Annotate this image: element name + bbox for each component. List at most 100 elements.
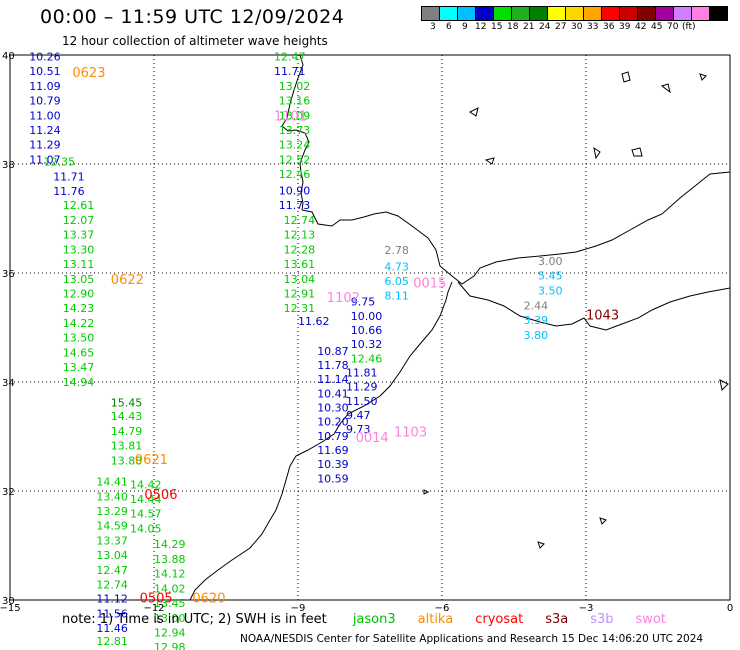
satellite-legend: jason3 altika cryosat s3a s3b swot (331, 612, 666, 627)
wave-height-value: 14.22 (63, 317, 95, 330)
wave-height-value: 11.00 (29, 109, 61, 122)
map-subtitle: 12 hour collection of altimeter wave hei… (62, 34, 328, 48)
wave-height-value: 10.20 (317, 416, 349, 429)
wave-height-value: 14.65 (63, 346, 95, 359)
wave-height-value: 10.51 (29, 65, 61, 78)
lon-tick-label: −15 (0, 603, 21, 614)
wave-height-value: 2.44 (524, 300, 549, 313)
wave-height-value: 14.42 (130, 478, 162, 491)
wave-height-value: 4.73 (384, 260, 409, 273)
color-scale-label: 21 (523, 22, 535, 32)
wave-height-value: 14.02 (154, 582, 186, 595)
coastline (189, 54, 731, 601)
wave-height-value: 11.81 (346, 367, 378, 380)
wave-height-value: 11.14 (317, 373, 349, 386)
color-scale-label: 33 (587, 22, 599, 32)
wave-height-value: 13.09 (279, 109, 311, 122)
wave-height-value: 12.90 (63, 288, 95, 301)
color-scale-unit: (ft) (682, 22, 696, 32)
wave-height-value: 14.57 (130, 508, 162, 521)
pass-time-label: 0014 (356, 431, 389, 446)
wave-height-value: 13.88 (111, 454, 143, 467)
color-scale-label: 70 (667, 22, 679, 32)
color-scale-label: 9 (462, 22, 468, 32)
satellite-legend-item: s3a (545, 612, 569, 627)
wave-height-value: 12.46 (279, 168, 311, 181)
wave-height-value: 3.39 (524, 314, 549, 327)
wave-height-value: 11.73 (279, 199, 311, 212)
lon-tick-label: −3 (579, 603, 594, 614)
pass-time-label: 1101 (274, 109, 307, 124)
wave-height-value: 10.32 (351, 338, 383, 351)
wave-height-value: 13.11 (63, 258, 95, 271)
wave-height-value: 13.45 (154, 597, 186, 610)
wave-height-value: 10.66 (351, 324, 383, 337)
island (660, 83, 671, 94)
wave-height-value: 11.12 (96, 593, 128, 606)
wave-height-value: 12.74 (96, 579, 128, 592)
color-scale-label: 45 (651, 22, 663, 32)
portugal-coast (281, 54, 310, 211)
lat-tick-label: 30 (2, 596, 15, 607)
pass-time-label: 0505 (140, 592, 173, 607)
wave-height-value: 13.00 (154, 612, 186, 625)
wave-height-value: 13.05 (63, 273, 95, 286)
wave-height-value: 14.59 (96, 520, 128, 533)
island (469, 107, 479, 117)
lon-tick-label: −9 (291, 603, 306, 614)
wave-height-value: 2.78 (384, 244, 409, 257)
wave-height-value: 11.29 (346, 381, 378, 394)
wave-height-value: 13.81 (111, 440, 143, 453)
map-frame (9, 54, 731, 601)
wave-height-value: 14.12 (154, 568, 186, 581)
wave-height-value: 12.35 (44, 156, 76, 169)
island (537, 541, 545, 549)
wave-height-values: 10.2610.5111.0910.7911.0011.2411.2911.07… (29, 50, 562, 650)
wave-height-value: 13.37 (96, 534, 128, 547)
africa-coast (189, 281, 453, 601)
color-scale-label: 18 (507, 22, 519, 32)
wave-height-value: 10.30 (317, 401, 349, 414)
wave-height-value: 11.69 (317, 444, 349, 457)
wave-height-value: 13.16 (279, 95, 311, 108)
color-scale-label: 6 (446, 22, 452, 32)
wave-height-value: 13.04 (96, 549, 128, 562)
satellite-legend-item: swot (635, 612, 666, 627)
wave-height-value: 5.45 (538, 270, 563, 283)
color-scale-label: 42 (635, 22, 647, 32)
satellite-legend-item: altika (417, 612, 454, 627)
lat-tick-label: 40 (2, 51, 15, 62)
wave-height-value: 14.29 (154, 538, 186, 551)
wave-height-value: 10.79 (29, 95, 61, 108)
wave-height-value: 10.00 (351, 310, 383, 323)
color-scale-label: 15 (491, 22, 503, 32)
lat-tick-label: 36 (2, 269, 15, 280)
pass-time-label: 0620 (192, 592, 225, 607)
wave-height-value: 11.76 (53, 185, 84, 198)
wave-height-value: 15.45 (111, 397, 143, 410)
pass-time-label: 0621 (135, 453, 168, 468)
pass-time-label: 0015 (413, 277, 446, 292)
pass-time-label: 0623 (72, 66, 105, 81)
island (599, 517, 607, 525)
color-scale-label: 36 (603, 22, 615, 32)
iberia-south-coast (301, 171, 731, 285)
wave-height-value: 12.47 (274, 50, 306, 63)
wave-height-value: 10.39 (317, 458, 349, 471)
color-scale-bar (421, 6, 728, 21)
wave-height-value: 13.88 (154, 553, 186, 566)
wave-height-value: 13.04 (284, 273, 316, 286)
wave-height-value: 10.59 (317, 472, 349, 485)
wave-height-value: 14.05 (130, 522, 162, 535)
wave-height-value: 13.30 (63, 243, 95, 256)
color-swatch (709, 6, 728, 21)
satellite-legend-item: s3b (590, 612, 614, 627)
satellite-pass-labels: 0623 1101 0622 0015 1102 1043 0014 1103 0621 0506… (72, 66, 619, 607)
wave-height-value: 10.26 (29, 50, 61, 63)
wave-height-value: 12.47 (96, 564, 128, 577)
wave-height-value: 13.40 (96, 490, 128, 503)
wave-height-value: 11.24 (29, 124, 61, 137)
wave-height-value: 14.43 (111, 410, 143, 423)
